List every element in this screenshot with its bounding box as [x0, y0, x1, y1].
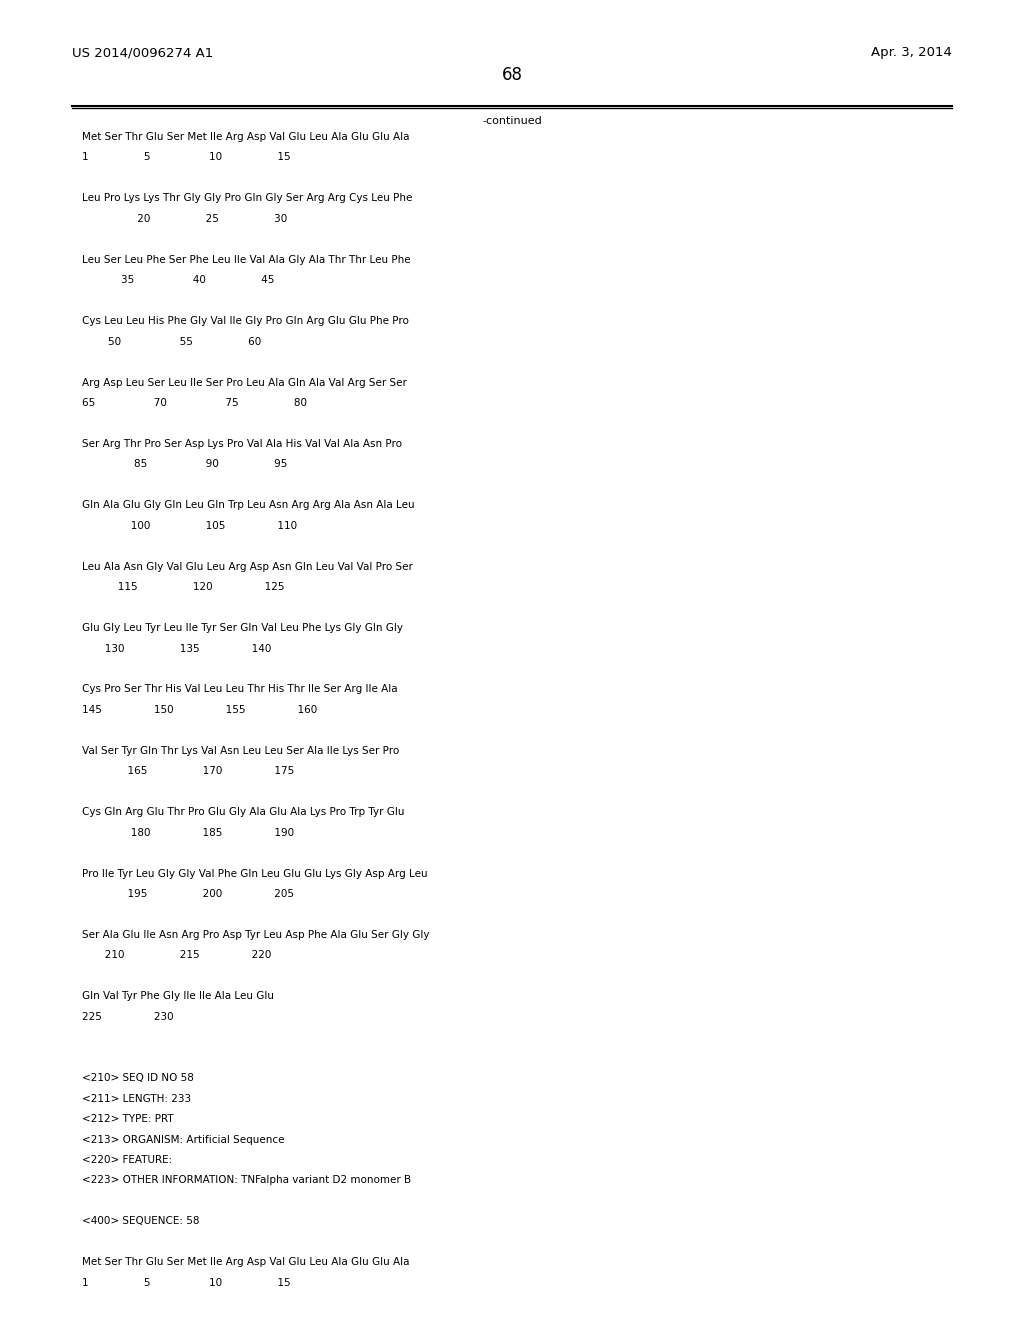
- Text: <213> ORGANISM: Artificial Sequence: <213> ORGANISM: Artificial Sequence: [82, 1134, 285, 1144]
- Text: 1                 5                  10                 15: 1 5 10 15: [82, 1278, 291, 1288]
- Text: 210                 215                220: 210 215 220: [82, 950, 271, 961]
- Text: 225                230: 225 230: [82, 1011, 173, 1022]
- Text: Leu Ala Asn Gly Val Glu Leu Arg Asp Asn Gln Leu Val Val Pro Ser: Leu Ala Asn Gly Val Glu Leu Arg Asp Asn …: [82, 562, 413, 572]
- Text: 180                185                190: 180 185 190: [82, 828, 294, 838]
- Text: 115                 120                125: 115 120 125: [82, 582, 285, 593]
- Text: Arg Asp Leu Ser Leu Ile Ser Pro Leu Ala Gln Ala Val Arg Ser Ser: Arg Asp Leu Ser Leu Ile Ser Pro Leu Ala …: [82, 378, 407, 388]
- Text: 100                 105                110: 100 105 110: [82, 520, 297, 531]
- Text: <212> TYPE: PRT: <212> TYPE: PRT: [82, 1114, 173, 1125]
- Text: 195                 200                205: 195 200 205: [82, 890, 294, 899]
- Text: 1                 5                  10                 15: 1 5 10 15: [82, 152, 291, 162]
- Text: 130                 135                140: 130 135 140: [82, 644, 271, 653]
- Text: US 2014/0096274 A1: US 2014/0096274 A1: [72, 46, 213, 59]
- Text: 68: 68: [502, 66, 522, 84]
- Text: <210> SEQ ID NO 58: <210> SEQ ID NO 58: [82, 1073, 194, 1084]
- Text: Cys Gln Arg Glu Thr Pro Glu Gly Ala Glu Ala Lys Pro Trp Tyr Glu: Cys Gln Arg Glu Thr Pro Glu Gly Ala Glu …: [82, 807, 404, 817]
- Text: Val Ser Tyr Gln Thr Lys Val Asn Leu Leu Ser Ala Ile Lys Ser Pro: Val Ser Tyr Gln Thr Lys Val Asn Leu Leu …: [82, 746, 399, 756]
- Text: Glu Gly Leu Tyr Leu Ile Tyr Ser Gln Val Leu Phe Lys Gly Gln Gly: Glu Gly Leu Tyr Leu Ile Tyr Ser Gln Val …: [82, 623, 402, 634]
- Text: Leu Pro Lys Lys Thr Gly Gly Pro Gln Gly Ser Arg Arg Cys Leu Phe: Leu Pro Lys Lys Thr Gly Gly Pro Gln Gly …: [82, 193, 413, 203]
- Text: 85                  90                 95: 85 90 95: [82, 459, 288, 470]
- Text: Apr. 3, 2014: Apr. 3, 2014: [871, 46, 952, 59]
- Text: -continued: -continued: [482, 116, 542, 127]
- Text: <211> LENGTH: 233: <211> LENGTH: 233: [82, 1093, 191, 1104]
- Text: 145                150                155                160: 145 150 155 160: [82, 705, 317, 715]
- Text: 35                  40                 45: 35 40 45: [82, 276, 274, 285]
- Text: 50                  55                 60: 50 55 60: [82, 337, 261, 347]
- Text: Met Ser Thr Glu Ser Met Ile Arg Asp Val Glu Leu Ala Glu Glu Ala: Met Ser Thr Glu Ser Met Ile Arg Asp Val …: [82, 1257, 410, 1267]
- Text: <220> FEATURE:: <220> FEATURE:: [82, 1155, 172, 1166]
- Text: Pro Ile Tyr Leu Gly Gly Val Phe Gln Leu Glu Glu Lys Gly Asp Arg Leu: Pro Ile Tyr Leu Gly Gly Val Phe Gln Leu …: [82, 869, 428, 879]
- Text: Met Ser Thr Glu Ser Met Ile Arg Asp Val Glu Leu Ala Glu Glu Ala: Met Ser Thr Glu Ser Met Ile Arg Asp Val …: [82, 132, 410, 143]
- Text: 65                  70                  75                 80: 65 70 75 80: [82, 399, 307, 408]
- Text: <400> SEQUENCE: 58: <400> SEQUENCE: 58: [82, 1217, 200, 1226]
- Text: <223> OTHER INFORMATION: TNFalpha variant D2 monomer B: <223> OTHER INFORMATION: TNFalpha varian…: [82, 1175, 411, 1185]
- Text: Ser Arg Thr Pro Ser Asp Lys Pro Val Ala His Val Val Ala Asn Pro: Ser Arg Thr Pro Ser Asp Lys Pro Val Ala …: [82, 438, 401, 449]
- Text: Ser Ala Glu Ile Asn Arg Pro Asp Tyr Leu Asp Phe Ala Glu Ser Gly Gly: Ser Ala Glu Ile Asn Arg Pro Asp Tyr Leu …: [82, 929, 429, 940]
- Text: Gln Ala Glu Gly Gln Leu Gln Trp Leu Asn Arg Arg Ala Asn Ala Leu: Gln Ala Glu Gly Gln Leu Gln Trp Leu Asn …: [82, 500, 415, 511]
- Text: Leu Ser Leu Phe Ser Phe Leu Ile Val Ala Gly Ala Thr Thr Leu Phe: Leu Ser Leu Phe Ser Phe Leu Ile Val Ala …: [82, 255, 411, 265]
- Text: 165                 170                175: 165 170 175: [82, 766, 294, 776]
- Text: 20                 25                 30: 20 25 30: [82, 214, 287, 224]
- Text: Cys Leu Leu His Phe Gly Val Ile Gly Pro Gln Arg Glu Glu Phe Pro: Cys Leu Leu His Phe Gly Val Ile Gly Pro …: [82, 317, 409, 326]
- Text: Cys Pro Ser Thr His Val Leu Leu Thr His Thr Ile Ser Arg Ile Ala: Cys Pro Ser Thr His Val Leu Leu Thr His …: [82, 684, 397, 694]
- Text: Gln Val Tyr Phe Gly Ile Ile Ala Leu Glu: Gln Val Tyr Phe Gly Ile Ile Ala Leu Glu: [82, 991, 274, 1002]
